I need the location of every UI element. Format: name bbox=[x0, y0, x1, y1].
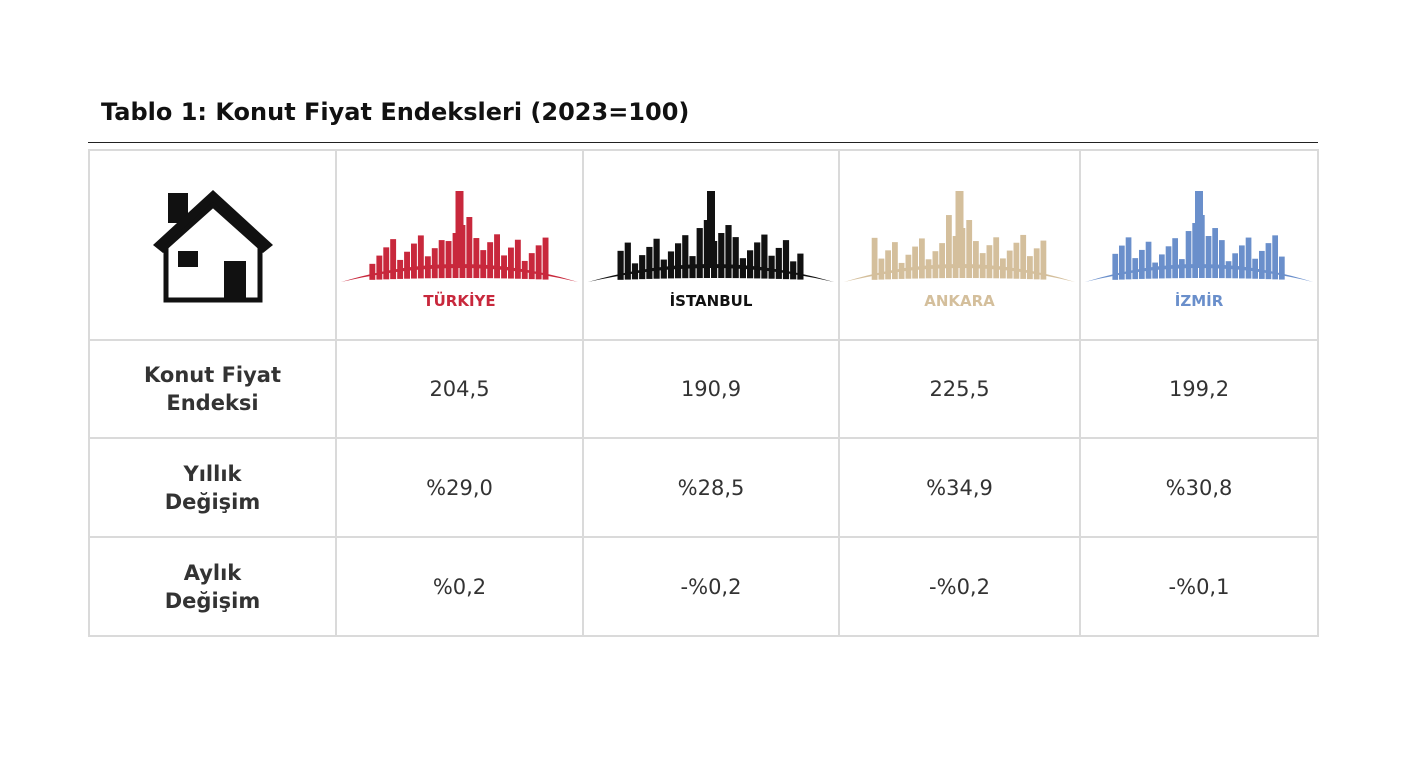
title-rule bbox=[88, 142, 1318, 143]
skyline bbox=[844, 191, 1075, 290]
cell-value: %28,5 bbox=[677, 475, 745, 500]
cell-value: -%0,1 bbox=[1168, 574, 1230, 599]
cell-value: %30,8 bbox=[1165, 475, 1233, 500]
cell-value: 225,5 bbox=[929, 377, 990, 401]
value-cell: -%0,1 bbox=[1079, 536, 1319, 637]
table-title: Tablo 1: Konut Fiyat Endeksleri (2023=10… bbox=[101, 98, 690, 126]
skyline bbox=[341, 191, 578, 290]
skyline-shape bbox=[588, 191, 834, 290]
value-cell: %30,8 bbox=[1079, 437, 1319, 538]
value-cell: %28,5 bbox=[582, 437, 840, 538]
cell-value: 190,9 bbox=[680, 377, 742, 401]
skyline-shape bbox=[844, 191, 1075, 290]
value-cell: %29,0 bbox=[335, 437, 584, 538]
cell-value: -%0,2 bbox=[680, 574, 742, 599]
value-cell: 199,2 bbox=[1079, 339, 1319, 439]
value-cell: -%0,2 bbox=[582, 536, 840, 637]
cell-value: %34,9 bbox=[926, 475, 993, 500]
row-label: Konut Fiyat Endeksi bbox=[143, 363, 282, 415]
row-label-cell: Konut Fiyat Endeksi bbox=[88, 339, 337, 439]
skyline-shape bbox=[341, 191, 578, 290]
city-label: TÜRKİYE bbox=[423, 292, 496, 310]
cell-value: 204,5 bbox=[429, 377, 490, 401]
skyline bbox=[1085, 191, 1313, 290]
value-cell: %0,2 bbox=[335, 536, 584, 637]
city-label: ANKARA bbox=[924, 292, 995, 310]
skyline-shape bbox=[1085, 191, 1313, 290]
city-header: TÜRKİYE bbox=[335, 149, 584, 341]
skyline bbox=[588, 191, 834, 290]
house-icon bbox=[152, 190, 273, 303]
row-label-cell: Yıllık Değişim bbox=[88, 437, 337, 538]
city-header: İSTANBUL bbox=[582, 149, 840, 341]
cell-value: %29,0 bbox=[426, 475, 493, 500]
value-cell: 225,5 bbox=[838, 339, 1081, 439]
value-cell: 204,5 bbox=[335, 339, 584, 439]
city-header: İZMİR bbox=[1079, 149, 1319, 341]
house bbox=[152, 190, 273, 303]
row-label: Yıllık Değişim bbox=[164, 461, 261, 514]
value-cell: %34,9 bbox=[838, 437, 1081, 538]
city-label: İZMİR bbox=[1174, 292, 1224, 310]
cell-value: 199,2 bbox=[1168, 377, 1230, 401]
cell-value: %0,2 bbox=[432, 574, 487, 599]
row-label-cell: Aylık Değişim bbox=[88, 536, 337, 637]
icon-cell bbox=[88, 149, 337, 341]
city-label: İSTANBUL bbox=[669, 292, 753, 310]
row-label: Aylık Değişim bbox=[164, 560, 261, 613]
cell-value: -%0,2 bbox=[929, 574, 990, 599]
value-cell: -%0,2 bbox=[838, 536, 1081, 637]
city-header: ANKARA bbox=[838, 149, 1081, 341]
value-cell: 190,9 bbox=[582, 339, 840, 439]
